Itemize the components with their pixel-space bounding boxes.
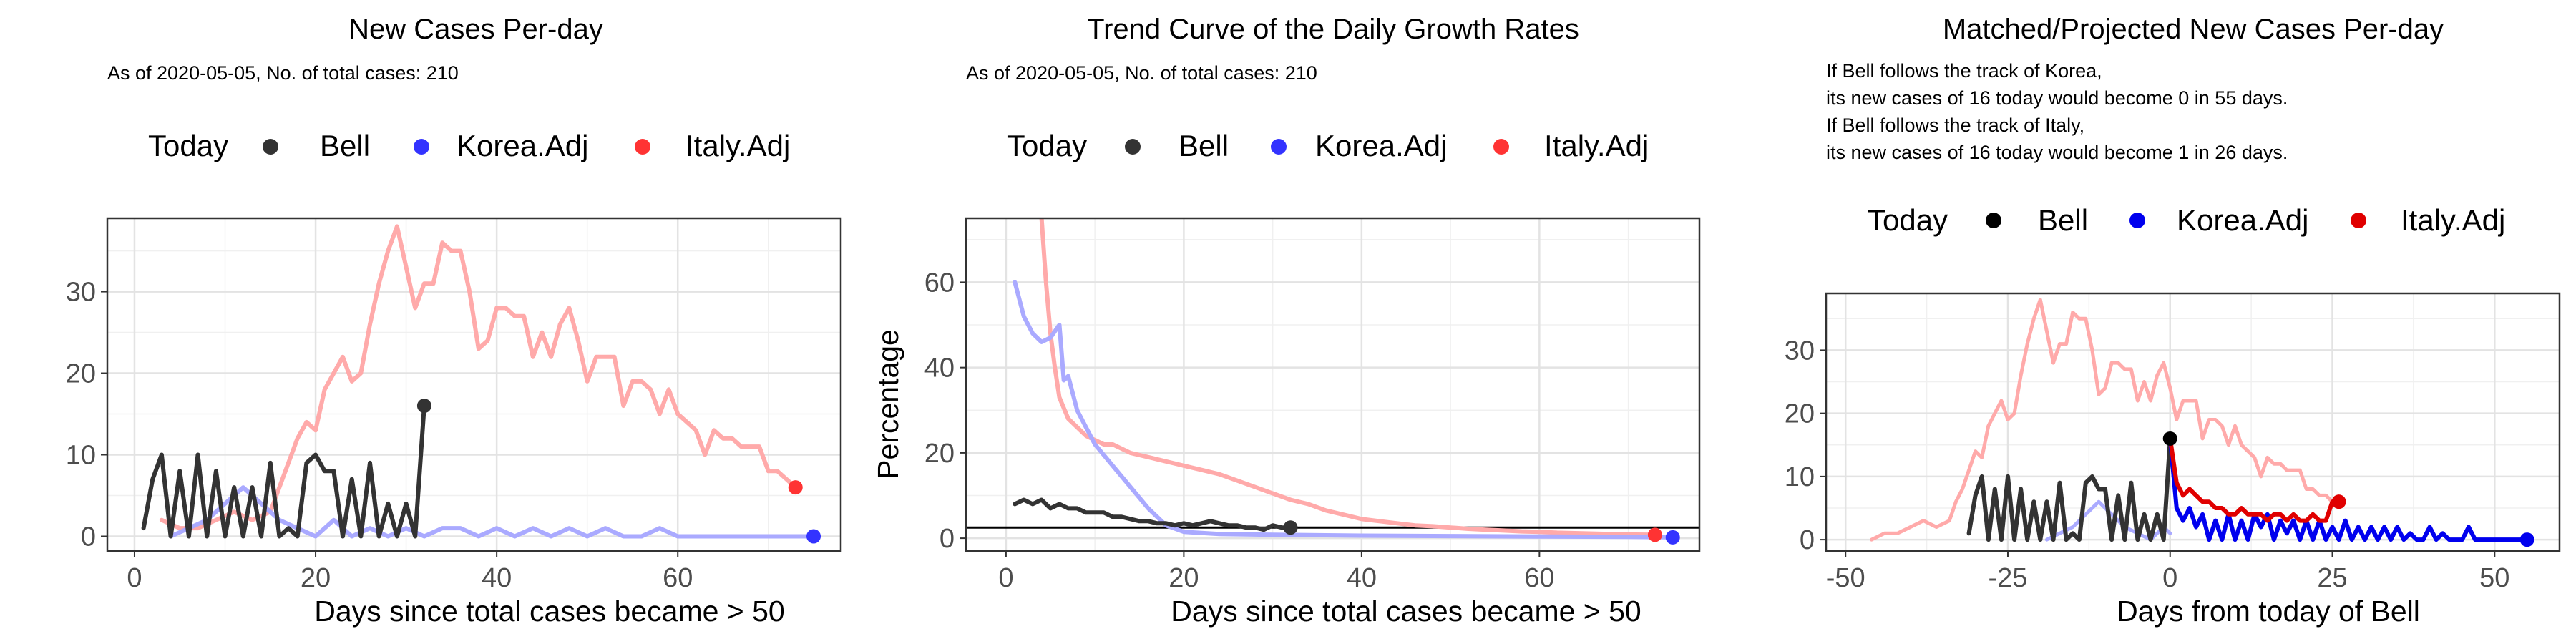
series-layer [141,224,816,539]
x-tick-label: 25 [2317,563,2347,593]
panel-projected-cases: Matched/Projected New Cases Per-day If B… [1785,14,2561,628]
legend-marker-bell [263,139,278,155]
x-tick-label: -50 [1826,563,1865,593]
legend-label-bell: Bell [1179,129,1229,162]
panel-new-cases: New Cases Per-day As of 2020-05-05, No. … [66,14,842,628]
x-axis-title: Days since total cases became > 50 [1171,595,1641,628]
series-line-bell [141,404,426,539]
legend-title: Today [1868,203,1948,237]
series-layer [1870,298,2529,542]
today-point-italy-adj [1647,527,1662,542]
chart-subtitle-line: its new cases of 16 today would become 0… [1826,87,2288,109]
legend: Today Bell Korea.Adj Italy.Adj [1868,203,2505,237]
legend-marker-bell [1986,213,2001,228]
legend-label-korea: Korea.Adj [1315,129,1447,162]
legend: Today Bell Korea.Adj Italy.Adj [1007,129,1649,162]
legend-marker-italy [2351,213,2366,228]
today-point-bell [1283,520,1298,535]
today-point-korea-adj [1665,530,1680,545]
legend-title: Today [148,129,228,162]
chart-subtitle: As of 2020-05-05, No. of total cases: 21… [107,62,459,84]
legend-label-korea: Korea.Adj [457,129,588,162]
series-line-italy-adj-past [1870,298,2341,542]
chart-subtitle-line: If Bell follows the track of Korea, [1826,60,2102,82]
legend-label-bell: Bell [320,129,370,162]
today-point-bell [416,399,431,414]
chart-subtitle-line: If Bell follows the track of Italy, [1826,114,2084,136]
plot-area: -50 -25 0 25 50 0 10 20 30 [1785,292,2561,593]
series-line-korea-adj [2167,436,2529,542]
y-tick-label: 10 [1785,462,1815,492]
x-tick-label: 0 [2162,563,2177,593]
y-tick-label: 20 [66,359,96,389]
y-tick-label: 0 [1800,525,1815,555]
legend-marker-bell [1125,139,1141,155]
x-tick-label: 20 [1169,563,1199,593]
chart-title: Trend Curve of the Daily Growth Rates [1087,14,1579,45]
series-line-italy-adj [1039,218,1657,537]
series-line-korea-adj [1013,280,1675,540]
y-tick-label: 10 [66,441,96,471]
x-axis-title: Days from today of Bell [2117,595,2420,628]
legend-label-korea: Korea.Adj [2177,203,2308,237]
x-tick-label: 40 [1347,563,1377,593]
plot-area: 0 20 40 60 0 20 40 60 [924,217,1701,593]
today-point-korea-adj [806,529,821,544]
legend-label-italy: Italy.Adj [2401,203,2505,237]
plot-border [1825,292,2561,552]
legend-marker-italy [635,139,650,155]
y-tick-label: 0 [81,522,96,552]
legend-marker-italy [1493,139,1509,155]
chart-subtitle: As of 2020-05-05, No. of total cases: 21… [966,62,1317,84]
x-tick-label: 0 [998,563,1013,593]
chart-title: New Cases Per-day [348,14,603,45]
y-tick-label: 60 [924,268,955,298]
x-tick-label: -25 [1989,563,2028,593]
legend-title: Today [1007,129,1087,162]
today-point-italy-adj [788,480,803,495]
x-tick-label: 60 [663,563,693,593]
chart-subtitle-line: its new cases of 16 today would become 1… [1826,142,2288,163]
series-line-korea-adj-past [2044,499,2172,542]
series-line-italy-adj [159,224,798,531]
series-line-bell [1966,436,2172,542]
panel-growth-rates: Trend Curve of the Daily Growth Rates As… [872,14,1701,628]
plot-background [966,218,1699,551]
y-tick-label: 30 [1785,336,1815,366]
plot-area: 0 20 40 60 0 10 20 30 [66,217,842,593]
series-layer [966,218,1699,540]
x-axis-title: Days since total cases became > 50 [314,595,784,628]
plot-background [107,218,841,551]
plot-border [965,217,1701,552]
legend: Today Bell Korea.Adj Italy.Adj [148,129,790,162]
legend-label-italy: Italy.Adj [686,129,790,162]
x-tick-label: 20 [301,563,331,593]
legend-marker-korea [414,139,429,155]
today-point-italy-adj [2331,494,2346,509]
legend-marker-korea [1271,139,1287,155]
y-tick-label: 20 [924,439,955,469]
y-tick-label: 20 [1785,399,1815,429]
y-tick-label: 30 [66,278,96,308]
y-tick-label: 0 [940,524,955,554]
legend-label-italy: Italy.Adj [1544,129,1649,162]
today-point-bell [2162,431,2177,446]
series-line-bell [1013,497,1293,532]
legend-label-bell: Bell [2038,203,2088,237]
x-tick-label: 40 [482,563,512,593]
legend-marker-korea [2129,213,2145,228]
y-tick-label: 40 [924,353,955,384]
y-axis-title: Percentage [872,329,904,479]
x-tick-label: 0 [127,563,142,593]
x-tick-label: 50 [2479,563,2509,593]
today-point-korea-adj [2519,532,2534,547]
x-tick-label: 60 [1524,563,1554,593]
series-line-italy-adj [2167,436,2341,523]
chart-title: Matched/Projected New Cases Per-day [1943,14,2444,45]
plot-border [106,217,842,552]
